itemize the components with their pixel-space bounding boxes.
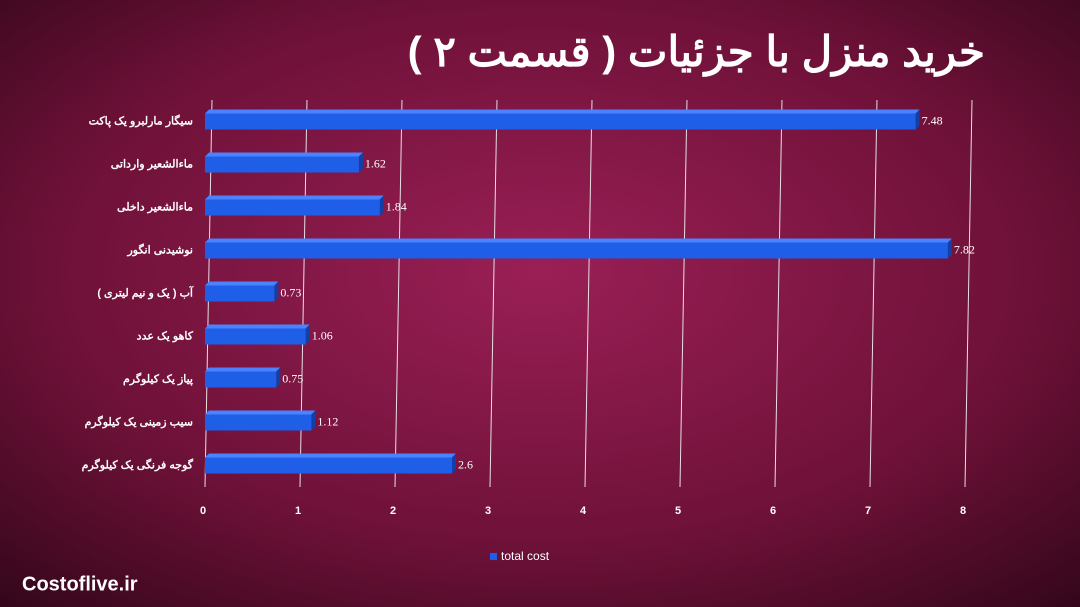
bar-side xyxy=(915,109,920,130)
y-tick-label: پیاز یک کیلوگرم xyxy=(123,371,193,385)
value-label: 1.62 xyxy=(365,156,386,170)
bar-side xyxy=(452,453,456,474)
bar xyxy=(205,285,275,302)
y-tick-label: نوشیدنی انگور xyxy=(126,242,193,256)
grid-line xyxy=(584,99,593,488)
grid-line xyxy=(774,99,783,488)
bar-side xyxy=(379,195,384,216)
bar-top xyxy=(205,324,310,329)
chart-title: خرید منزل با جزئیات ( قسمت ۲ ) xyxy=(408,28,985,77)
bar xyxy=(205,414,312,431)
grid-line xyxy=(679,99,688,488)
y-tick-label: آب ( یک و نیم لیتری ) xyxy=(97,285,194,299)
grid-line xyxy=(964,99,973,488)
bar xyxy=(205,156,359,173)
bar xyxy=(205,371,277,388)
bar-top xyxy=(205,367,281,372)
bar-side xyxy=(276,367,281,388)
bar-top xyxy=(205,152,363,157)
bar-side xyxy=(305,324,310,345)
value-label: 0.73 xyxy=(280,285,301,299)
value-label: 1.12 xyxy=(317,414,338,428)
legend-label: total cost xyxy=(501,549,550,563)
bar xyxy=(205,199,380,216)
x-tick-label: 3 xyxy=(485,505,491,517)
y-tick-label: سیگار مارلبرو یک پاکت xyxy=(89,113,193,127)
bar-side xyxy=(311,410,316,431)
x-tick-label: 6 xyxy=(770,505,776,517)
x-tick-label: 4 xyxy=(580,505,587,517)
bar xyxy=(205,242,948,259)
bar-side xyxy=(274,281,279,302)
grid-line xyxy=(394,99,403,488)
y-tick-label: سیب زمینی یک کیلوگرم xyxy=(85,414,193,428)
y-tick-label: ماءالشعیر داخلی xyxy=(117,201,193,213)
bar-top xyxy=(205,238,952,243)
value-label: 7.82 xyxy=(954,242,975,256)
bar-side xyxy=(947,238,952,259)
value-label: 2.6 xyxy=(458,457,473,471)
y-tick-label: گوجه فرنگی یک کیلوگرم xyxy=(82,457,194,471)
bar-top xyxy=(205,281,279,286)
x-tick-label: 8 xyxy=(960,505,966,517)
x-tick-label: 5 xyxy=(675,505,681,517)
x-tick-label: 2 xyxy=(390,505,396,517)
y-tick-label: ماءالشعیر وارداتی xyxy=(111,158,193,170)
bar-top xyxy=(205,410,316,415)
bar-top xyxy=(205,109,920,114)
bar-top xyxy=(205,195,384,200)
bar xyxy=(205,457,452,474)
grid-line xyxy=(489,99,498,488)
value-label: 7.48 xyxy=(922,113,943,127)
x-tick-label: 7 xyxy=(865,505,871,517)
legend-swatch xyxy=(490,553,497,560)
bar xyxy=(205,113,916,130)
bar-side xyxy=(358,152,363,173)
y-tick-label: کاهو یک عدد xyxy=(137,330,194,342)
value-label: 1.06 xyxy=(312,328,333,342)
x-tick-label: 1 xyxy=(295,505,301,517)
bar-top xyxy=(205,453,456,458)
bar xyxy=(205,328,306,345)
source: Costoflive.ir xyxy=(22,573,138,595)
value-label: 1.84 xyxy=(386,199,407,213)
x-tick-label: 0 xyxy=(200,505,206,517)
grid-line xyxy=(869,99,878,488)
value-label: 0.75 xyxy=(282,371,303,385)
